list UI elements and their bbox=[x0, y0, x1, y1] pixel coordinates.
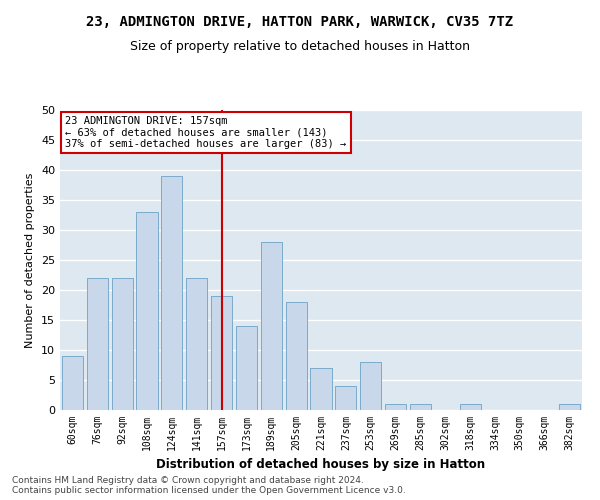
X-axis label: Distribution of detached houses by size in Hatton: Distribution of detached houses by size … bbox=[157, 458, 485, 471]
Bar bbox=[460, 404, 481, 410]
Bar bbox=[236, 326, 257, 410]
Y-axis label: Number of detached properties: Number of detached properties bbox=[25, 172, 35, 348]
Text: Contains HM Land Registry data © Crown copyright and database right 2024.
Contai: Contains HM Land Registry data © Crown c… bbox=[12, 476, 406, 495]
Bar bbox=[112, 278, 133, 410]
Bar bbox=[186, 278, 207, 410]
Bar bbox=[136, 212, 158, 410]
Bar bbox=[335, 386, 356, 410]
Bar bbox=[286, 302, 307, 410]
Bar bbox=[62, 356, 83, 410]
Text: Size of property relative to detached houses in Hatton: Size of property relative to detached ho… bbox=[130, 40, 470, 53]
Bar bbox=[410, 404, 431, 410]
Text: 23, ADMINGTON DRIVE, HATTON PARK, WARWICK, CV35 7TZ: 23, ADMINGTON DRIVE, HATTON PARK, WARWIC… bbox=[86, 15, 514, 29]
Bar bbox=[559, 404, 580, 410]
Bar bbox=[161, 176, 182, 410]
Bar bbox=[385, 404, 406, 410]
Bar bbox=[211, 296, 232, 410]
Bar bbox=[360, 362, 381, 410]
Text: 23 ADMINGTON DRIVE: 157sqm
← 63% of detached houses are smaller (143)
37% of sem: 23 ADMINGTON DRIVE: 157sqm ← 63% of deta… bbox=[65, 116, 346, 149]
Bar bbox=[261, 242, 282, 410]
Bar bbox=[310, 368, 332, 410]
Bar bbox=[87, 278, 108, 410]
